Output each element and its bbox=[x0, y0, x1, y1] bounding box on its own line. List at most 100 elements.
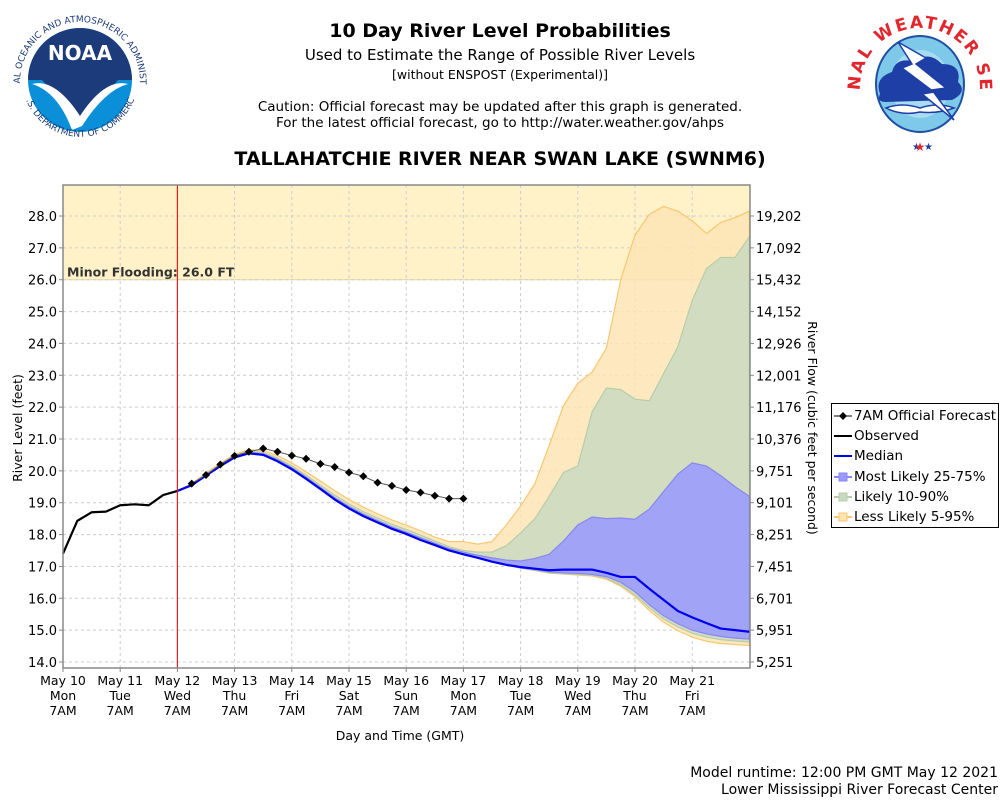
x-tick-label: Sat bbox=[339, 688, 360, 703]
legend-item-forecast: 7AM Official Forecast bbox=[834, 406, 996, 426]
forecast-point bbox=[302, 454, 311, 463]
x-tick-label: Mon bbox=[50, 688, 76, 703]
forecast-point bbox=[445, 494, 454, 503]
y-tick-label: 21.0 bbox=[28, 433, 57, 448]
forecast-point bbox=[259, 444, 268, 453]
x-tick-label: Tue bbox=[109, 688, 132, 703]
chart-title: 10 Day River Level Probabilities bbox=[329, 20, 671, 42]
forecast-point bbox=[230, 451, 239, 460]
y2-axis-label: River Flow (cubic feet per second) bbox=[805, 321, 820, 535]
forecast-point bbox=[216, 460, 225, 469]
y2-tick-label: 6,701 bbox=[756, 592, 793, 607]
x-tick-label: Thu bbox=[222, 688, 246, 703]
x-tick-label: 7AM bbox=[335, 703, 362, 718]
y-tick-label: 22.0 bbox=[28, 401, 57, 416]
forecast-point bbox=[416, 488, 425, 497]
noaa-logo: NOAA NATIONAL OCEANIC AND ATMOSPHERIC AD… bbox=[10, 8, 147, 146]
y-tick-label: 19.0 bbox=[28, 497, 57, 512]
y2-tick-label: 12,926 bbox=[756, 337, 802, 352]
y2-tick-label: 17,092 bbox=[756, 242, 802, 257]
legend-label: Likely 10-90% bbox=[854, 488, 950, 505]
y2-tick-label: 9,101 bbox=[756, 497, 793, 512]
y-tick-label: 25.0 bbox=[28, 306, 57, 321]
y2-tick-label: 8,251 bbox=[756, 529, 793, 544]
y-tick-label: 20.0 bbox=[28, 465, 57, 480]
x-tick-label: May 13 bbox=[212, 673, 258, 688]
y2-tick-label: 12,001 bbox=[756, 369, 802, 384]
forecast-point bbox=[187, 479, 196, 488]
forecast-point bbox=[316, 459, 325, 468]
nws-logo: NATIONAL WEATHER SERVICE ★ ★ ★ bbox=[846, 8, 993, 154]
legend-swatch-icon bbox=[834, 450, 852, 462]
x-tick-label: Wed bbox=[564, 688, 591, 703]
legend-label: Observed bbox=[854, 428, 919, 445]
star-icon: ★ bbox=[915, 140, 926, 154]
legend-item-band-5-95: Less Likely 5-95% bbox=[834, 507, 974, 527]
x-tick-label: May 20 bbox=[612, 673, 658, 688]
legend-label: Median bbox=[854, 448, 904, 465]
y2-tick-label: 9,751 bbox=[756, 465, 793, 480]
legend-swatch-icon bbox=[834, 410, 852, 422]
x-tick-label: 7AM bbox=[49, 703, 76, 718]
forecast-point bbox=[330, 463, 339, 472]
forecast-point bbox=[387, 481, 396, 490]
forecast-point bbox=[402, 485, 411, 494]
y2-tick-label: 19,202 bbox=[756, 210, 802, 225]
y2-tick-label: 10,376 bbox=[756, 433, 802, 448]
x-tick-label: 7AM bbox=[679, 703, 706, 718]
legend-label: Most Likely 25-75% bbox=[854, 468, 986, 485]
x-tick-label: May 18 bbox=[498, 673, 544, 688]
noaa-wordmark: NOAA bbox=[48, 41, 113, 65]
y-tick-label: 23.0 bbox=[28, 369, 57, 384]
x-tick-label: Fri bbox=[685, 688, 700, 703]
y2-tick-label: 5,951 bbox=[756, 624, 793, 639]
x-tick-label: May 16 bbox=[383, 673, 429, 688]
x-tick-label: 7AM bbox=[450, 703, 477, 718]
forecast-point bbox=[202, 470, 210, 479]
y-tick-label: 18.0 bbox=[28, 529, 57, 544]
forecast-point bbox=[459, 494, 468, 503]
observed-line bbox=[61, 489, 178, 555]
y-tick-label: 27.0 bbox=[28, 242, 57, 257]
flood-stage-label: Minor Flooding: 26.0 FT bbox=[67, 265, 235, 280]
median-line bbox=[176, 452, 750, 633]
y-tick-label: 15.0 bbox=[28, 624, 57, 639]
y-tick-label: 14.0 bbox=[28, 656, 57, 671]
legend-item-band-10-90: Likely 10-90% bbox=[834, 487, 949, 507]
x-tick-label: 7AM bbox=[164, 703, 191, 718]
y-axis-label: River Level (feet) bbox=[10, 374, 25, 482]
x-tick-label: 7AM bbox=[507, 703, 534, 718]
forecast-point bbox=[244, 447, 253, 456]
x-tick-label: May 17 bbox=[441, 673, 487, 688]
star-icon: ★ bbox=[924, 142, 933, 153]
legend-item-median: Median bbox=[834, 446, 903, 466]
x-axis-label: Day and Time (GMT) bbox=[336, 728, 465, 743]
x-tick-label: 7AM bbox=[278, 703, 305, 718]
y2-tick-label: 14,152 bbox=[756, 306, 802, 321]
forecast-link-text[interactable]: For the latest official forecast, go to … bbox=[275, 115, 725, 131]
x-tick-label: 7AM bbox=[564, 703, 591, 718]
y2-tick-label: 11,176 bbox=[756, 401, 802, 416]
x-tick-label: May 11 bbox=[97, 673, 143, 688]
x-tick-label: May 12 bbox=[155, 673, 201, 688]
x-tick-label: 7AM bbox=[393, 703, 420, 718]
station-title: TALLAHATCHIE RIVER NEAR SWAN LAKE (SWNM6… bbox=[234, 148, 766, 170]
x-tick-label: Tue bbox=[509, 688, 532, 703]
forecast-center: Lower Mississippi River Forecast Center bbox=[721, 782, 998, 798]
legend-swatch-icon bbox=[834, 491, 852, 503]
forecast-point bbox=[287, 451, 296, 460]
y2-tick-label: 5,251 bbox=[756, 656, 793, 671]
x-tick-label: May 15 bbox=[326, 673, 372, 688]
y-tick-label: 16.0 bbox=[28, 592, 57, 607]
legend-item-observed: Observed bbox=[834, 426, 919, 446]
forecast-point bbox=[430, 491, 439, 500]
legend-item-band-25-75: Most Likely 25-75% bbox=[834, 467, 986, 487]
x-tick-label: Thu bbox=[622, 688, 646, 703]
legend-label: Less Likely 5-95% bbox=[854, 509, 975, 525]
x-tick-label: May 10 bbox=[40, 673, 86, 688]
y-tick-label: 17.0 bbox=[28, 560, 57, 575]
forecast-point bbox=[345, 468, 353, 477]
x-tick-label: Sun bbox=[394, 688, 418, 703]
chart-legend: 7AM Official Forecast Observed Median Most … bbox=[831, 403, 999, 528]
